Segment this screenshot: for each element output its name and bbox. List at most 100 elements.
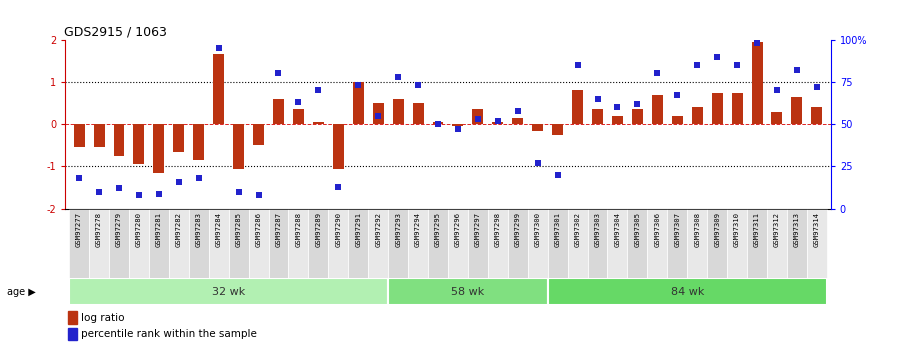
Point (670, 93, 684, 98)
Text: GSM97286: GSM97286 (255, 212, 262, 247)
Bar (731, 92, 743, 124)
Bar (747, 209, 767, 278)
Point (530, 160, 545, 166)
Text: GSM97292: GSM97292 (376, 212, 381, 247)
Text: GSM97282: GSM97282 (176, 212, 182, 247)
Text: GSM97285: GSM97285 (235, 212, 242, 247)
Bar (348, 209, 368, 278)
Bar (253, 124, 264, 145)
Point (192, 176, 206, 181)
Bar (647, 209, 667, 278)
Bar (408, 209, 428, 278)
Point (132, 193, 147, 198)
Bar (233, 124, 244, 169)
Text: GSM97302: GSM97302 (575, 212, 581, 247)
Bar (109, 209, 129, 278)
Point (471, 116, 485, 122)
Bar (687, 209, 707, 278)
Point (331, 184, 346, 189)
Text: GSM97314: GSM97314 (814, 212, 820, 247)
Bar (273, 99, 284, 124)
Bar (791, 97, 803, 124)
Point (451, 127, 465, 132)
Bar (289, 209, 309, 278)
Point (351, 82, 366, 88)
Point (152, 191, 167, 196)
Bar (69, 209, 89, 278)
Bar (269, 209, 289, 278)
Bar (353, 82, 364, 124)
Text: GSM97301: GSM97301 (555, 212, 560, 247)
Point (371, 113, 386, 119)
Point (172, 179, 186, 185)
Bar (313, 122, 324, 124)
Point (431, 121, 445, 127)
Text: GSM97311: GSM97311 (754, 212, 760, 247)
Point (810, 84, 824, 90)
Bar (209, 209, 229, 278)
Bar (214, 55, 224, 124)
Bar (528, 209, 548, 278)
Text: GSM97277: GSM97277 (76, 212, 82, 247)
Bar (508, 209, 528, 278)
Bar (492, 122, 503, 124)
Bar (174, 124, 185, 152)
Point (510, 108, 525, 114)
Text: age ▶: age ▶ (7, 287, 36, 296)
Text: GDS2915 / 1063: GDS2915 / 1063 (64, 26, 167, 39)
Bar (627, 209, 647, 278)
Text: GSM97299: GSM97299 (515, 212, 520, 247)
Bar (672, 116, 682, 124)
Text: GSM97308: GSM97308 (694, 212, 700, 247)
Text: GSM97284: GSM97284 (215, 212, 222, 247)
Text: GSM97304: GSM97304 (614, 212, 621, 247)
Bar (567, 209, 587, 278)
Text: GSM97300: GSM97300 (535, 212, 540, 247)
Bar (68, 311, 77, 324)
Text: GSM97293: GSM97293 (395, 212, 401, 247)
Bar (194, 124, 205, 160)
Text: GSM97298: GSM97298 (495, 212, 500, 247)
Text: GSM97309: GSM97309 (714, 212, 720, 247)
Point (91, 189, 106, 195)
Text: percentile rank within the sample: percentile rank within the sample (81, 329, 257, 339)
Bar (607, 209, 627, 278)
Bar (587, 209, 607, 278)
Text: GSM97290: GSM97290 (336, 212, 341, 247)
Text: GSM97278: GSM97278 (96, 212, 102, 247)
Bar (548, 209, 567, 278)
Point (729, 62, 744, 68)
Point (272, 71, 286, 76)
Bar (787, 209, 807, 278)
Bar (68, 328, 77, 340)
Bar (428, 209, 448, 278)
Text: GSM97288: GSM97288 (295, 212, 301, 247)
Bar (189, 209, 209, 278)
Point (411, 82, 425, 88)
Text: log ratio: log ratio (81, 313, 125, 323)
Point (710, 54, 724, 59)
Bar (309, 209, 329, 278)
Bar (169, 209, 189, 278)
Text: GSM97310: GSM97310 (734, 212, 740, 247)
Text: GSM97297: GSM97297 (475, 212, 481, 247)
Bar (771, 111, 783, 124)
Bar (113, 124, 125, 156)
Bar (153, 124, 165, 173)
Bar (133, 124, 145, 164)
Bar (89, 209, 109, 278)
Point (491, 118, 505, 124)
Bar (727, 209, 747, 278)
Text: GSM97294: GSM97294 (415, 212, 421, 247)
Text: GSM97279: GSM97279 (116, 212, 122, 247)
Bar (572, 90, 583, 124)
Bar (388, 278, 548, 305)
Text: GSM97291: GSM97291 (356, 212, 361, 247)
Bar (93, 124, 105, 147)
Bar (751, 42, 763, 124)
Point (71, 176, 86, 181)
Text: GSM97307: GSM97307 (674, 212, 681, 247)
Point (550, 172, 565, 178)
Bar (333, 124, 344, 169)
Point (590, 96, 605, 101)
